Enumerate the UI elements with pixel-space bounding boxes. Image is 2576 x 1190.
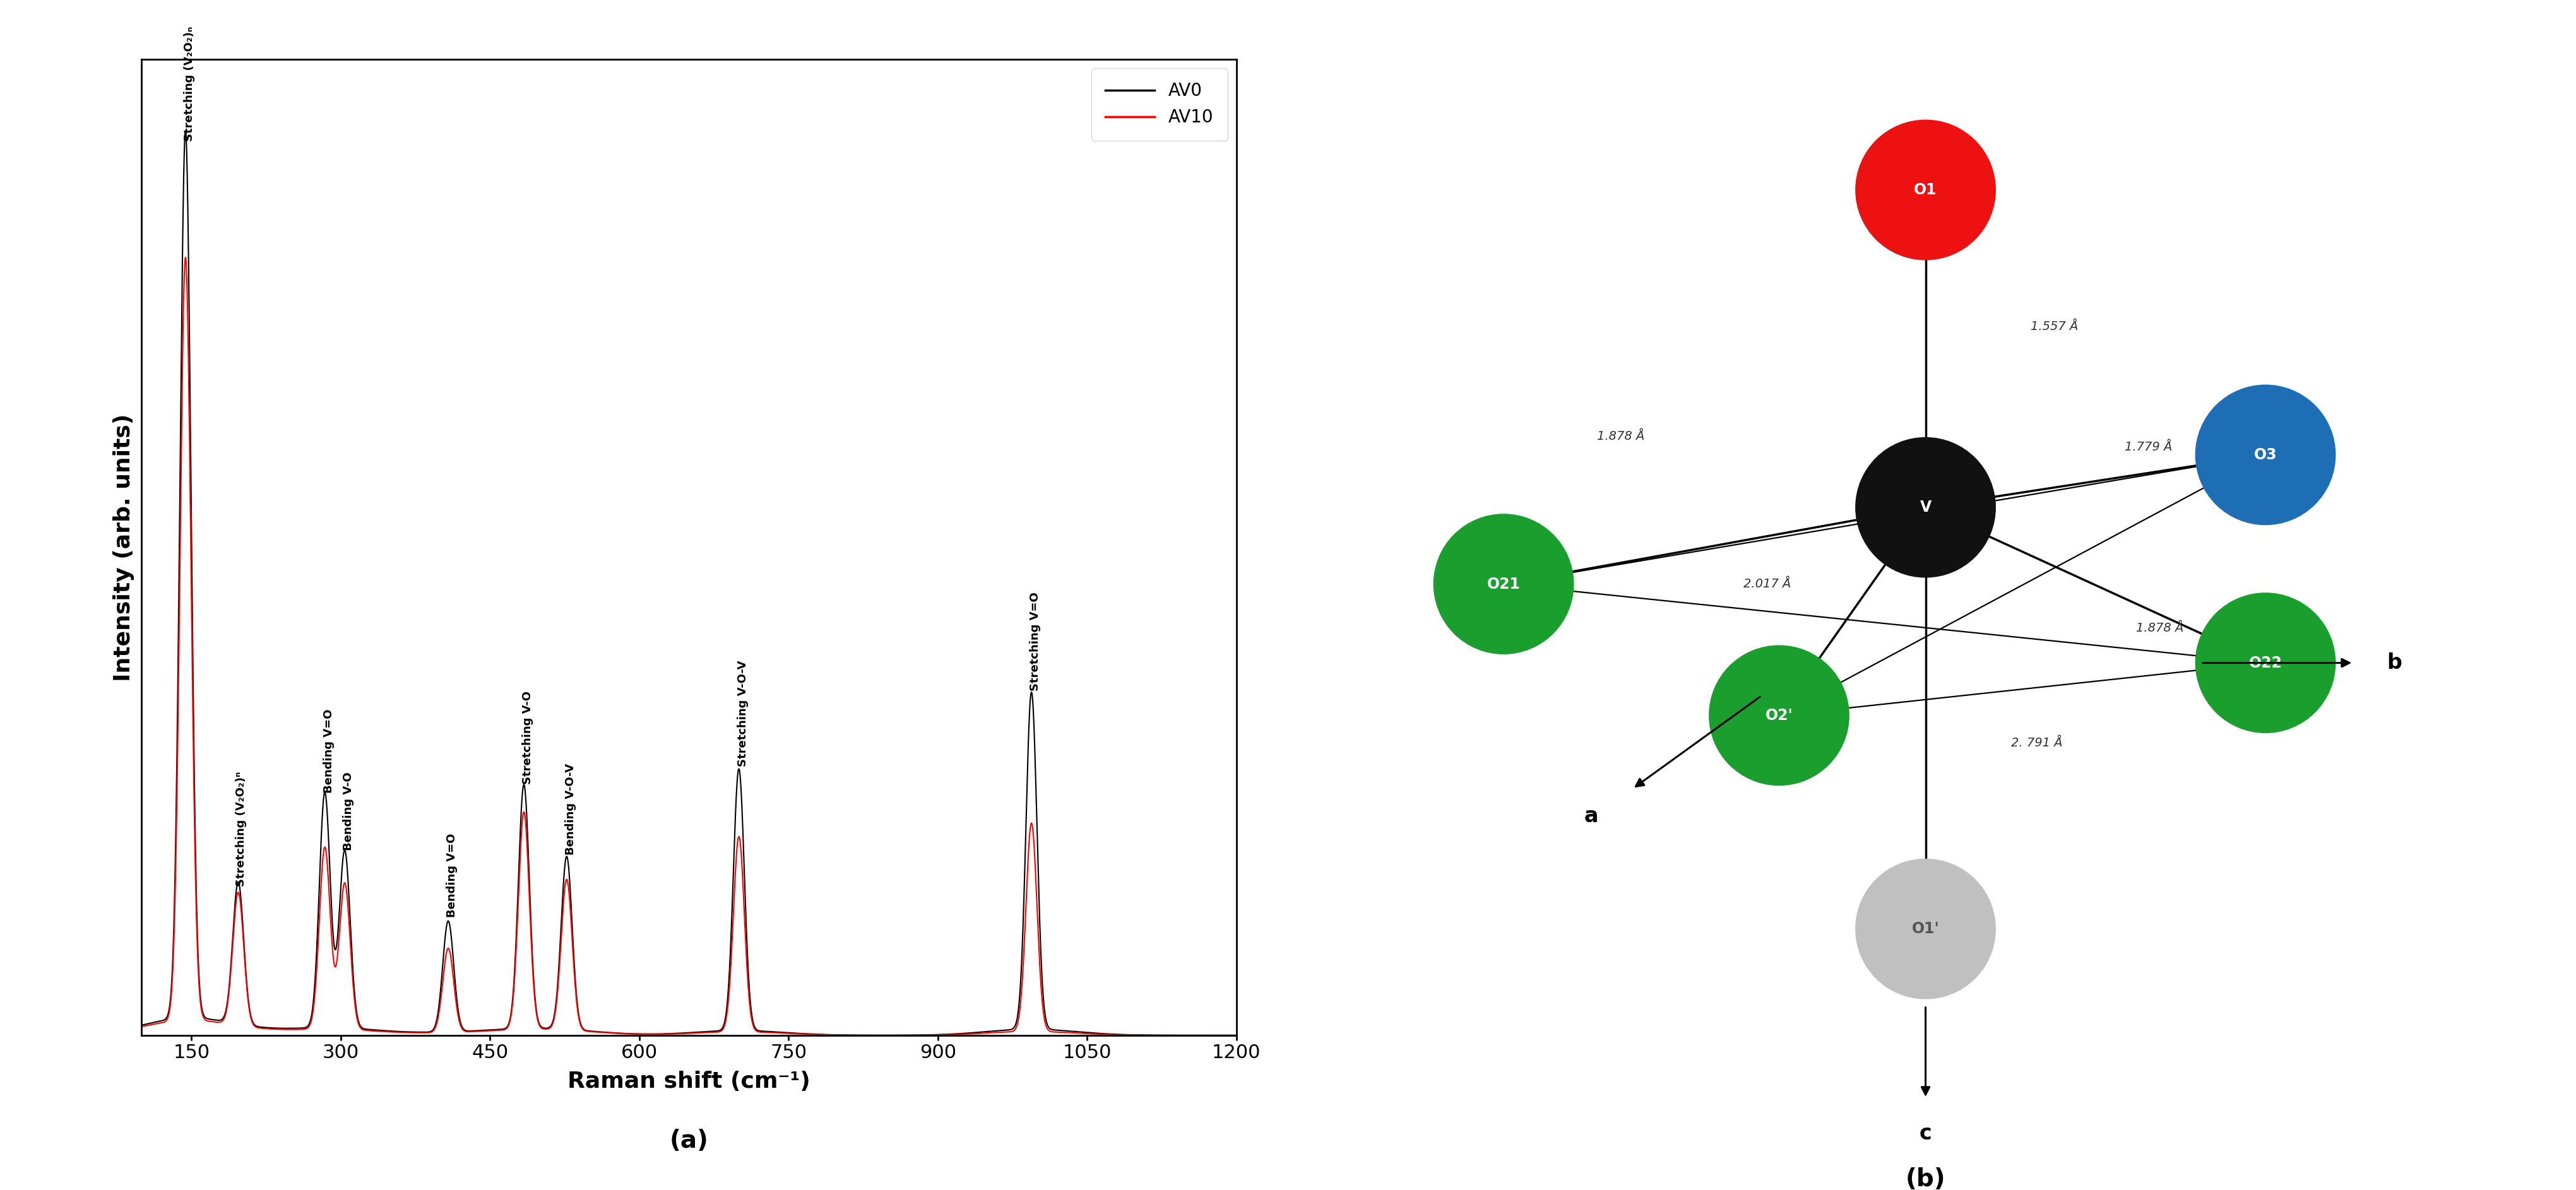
Text: Stretching V-O-V: Stretching V-O-V — [737, 660, 750, 766]
AV0 — [381, 1025, 412, 1039]
Text: O3: O3 — [2254, 447, 2277, 463]
Ellipse shape — [1708, 645, 1850, 785]
Text: (b): (b) — [1906, 1167, 1945, 1190]
Ellipse shape — [1855, 859, 1996, 1000]
Text: O1': O1' — [1911, 921, 1940, 937]
Text: O22: O22 — [2249, 656, 2282, 670]
Text: Stretching V=O: Stretching V=O — [1030, 593, 1041, 691]
Text: Bending V=O: Bending V=O — [322, 709, 335, 793]
Text: b: b — [2388, 652, 2401, 674]
Text: Bending V-O-V: Bending V-O-V — [564, 764, 577, 856]
AV10 — [538, 1009, 569, 1023]
Text: Stretching (V₂O₂)ⁿ: Stretching (V₂O₂)ⁿ — [234, 771, 247, 887]
Y-axis label: Intensity (arb. units): Intensity (arb. units) — [113, 413, 134, 682]
Text: 2.017 Å: 2.017 Å — [1744, 578, 1790, 590]
Text: (a): (a) — [670, 1128, 708, 1153]
AV10 — [126, 1020, 157, 1034]
Text: a: a — [1584, 806, 1600, 827]
Ellipse shape — [2195, 593, 2336, 733]
Ellipse shape — [2195, 384, 2336, 525]
Text: Bending V=O: Bending V=O — [446, 833, 459, 917]
Ellipse shape — [1855, 120, 1996, 261]
Text: 1.779 Å: 1.779 Å — [2125, 441, 2172, 453]
Legend: AV0, AV10: AV0, AV10 — [1092, 68, 1229, 140]
AV10 — [618, 1027, 649, 1041]
Text: 1.878 Å: 1.878 Å — [2136, 622, 2184, 634]
Text: c: c — [1919, 1123, 1932, 1144]
AV0 — [126, 1017, 157, 1032]
AV10 — [386, 1026, 417, 1040]
Text: Stretching (V₂O₂)ₙ: Stretching (V₂O₂)ₙ — [183, 26, 196, 142]
AV10 — [1221, 1028, 1252, 1042]
Text: O21: O21 — [1486, 576, 1520, 591]
AV0 — [538, 1007, 569, 1021]
AV0 — [1213, 1028, 1244, 1042]
X-axis label: Raman shift (cm⁻¹): Raman shift (cm⁻¹) — [567, 1071, 811, 1092]
AV0 — [618, 1027, 649, 1041]
Text: 2. 791 Å: 2. 791 Å — [2012, 737, 2063, 749]
AV10 — [381, 1025, 412, 1039]
Text: 1.557 Å: 1.557 Å — [2030, 321, 2079, 333]
AV10 — [170, 250, 201, 264]
Line: AV10: AV10 — [142, 257, 1236, 1035]
Ellipse shape — [1855, 437, 1996, 577]
Text: 1.878 Å: 1.878 Å — [1597, 431, 1643, 443]
Text: V: V — [1919, 500, 1932, 515]
AV0 — [386, 1025, 417, 1039]
Line: AV0: AV0 — [142, 131, 1236, 1035]
Text: Stretching V-O: Stretching V-O — [523, 691, 533, 784]
AV10 — [1213, 1028, 1244, 1042]
Text: O1: O1 — [1914, 182, 1937, 198]
AV0 — [170, 124, 201, 138]
Ellipse shape — [1432, 514, 1574, 654]
AV0 — [1221, 1028, 1252, 1042]
AV10 — [392, 1026, 422, 1040]
Text: O2': O2' — [1765, 708, 1793, 724]
AV0 — [392, 1025, 422, 1039]
Text: Bending V-O: Bending V-O — [343, 772, 355, 851]
